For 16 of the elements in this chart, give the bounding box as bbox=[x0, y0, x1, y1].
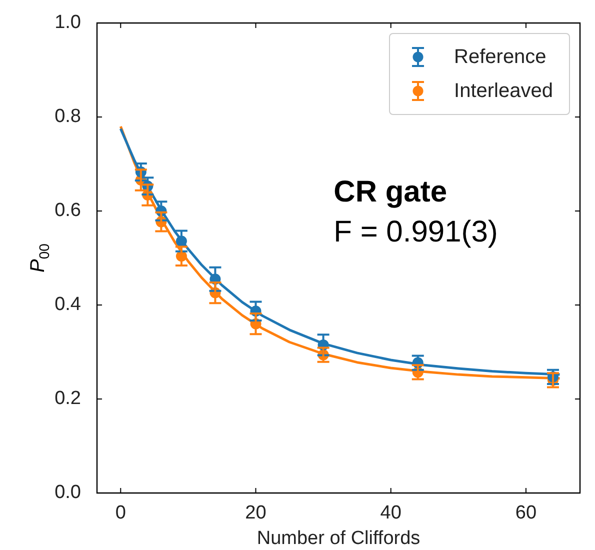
legend-label: Interleaved bbox=[454, 80, 553, 102]
x-tick-label: 60 bbox=[515, 502, 537, 524]
y-tick-label: 1.0 bbox=[54, 12, 81, 34]
x-tick-label: 20 bbox=[245, 502, 266, 524]
x-tick-label: 0 bbox=[115, 502, 126, 524]
y-tick-label: 0.6 bbox=[54, 200, 81, 222]
annotation: F = 0.991(3) bbox=[334, 216, 498, 249]
annotation: CR gate bbox=[334, 176, 448, 209]
y-tick-label: 0.8 bbox=[54, 106, 81, 128]
x-axis-title: Number of Cliffords bbox=[256, 528, 420, 549]
y-axis-title: P00 bbox=[27, 243, 52, 272]
legend-label: Reference bbox=[454, 46, 546, 68]
y-tick-label: 0.2 bbox=[54, 388, 81, 410]
x-tick-label: 40 bbox=[380, 502, 402, 524]
y-tick-label: 0.0 bbox=[54, 482, 81, 504]
y-tick-label: 0.4 bbox=[54, 294, 82, 316]
